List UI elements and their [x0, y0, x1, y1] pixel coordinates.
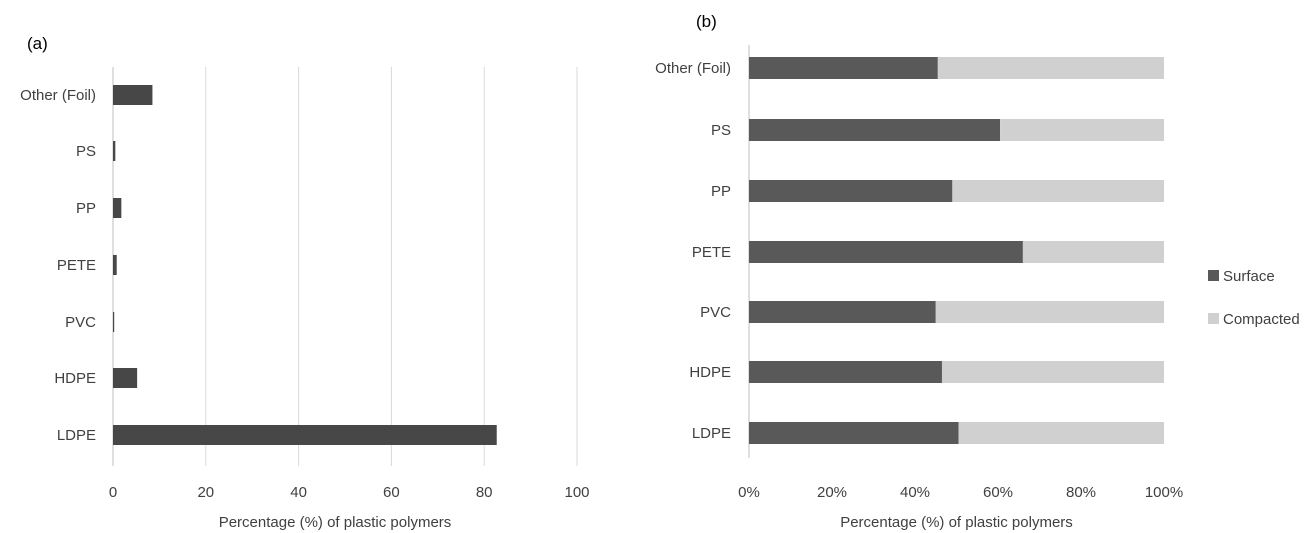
x-tick-b-1: 20%	[817, 484, 847, 501]
x-tick-a-2: 40	[290, 484, 307, 501]
x-tick-b-4: 80%	[1066, 484, 1096, 501]
bar-b-surface-5	[749, 361, 942, 383]
category-label-b-2: PP	[711, 183, 731, 200]
category-label-b-5: HDPE	[689, 364, 731, 381]
x-tick-a-3: 60	[383, 484, 400, 501]
bar-b-compacted-2	[952, 180, 1164, 202]
bar-b-surface-4	[749, 301, 936, 323]
x-tick-b-3: 60%	[983, 484, 1013, 501]
x-tick-a-1: 20	[197, 484, 214, 501]
category-label-b-0: Other (Foil)	[655, 60, 731, 77]
bar-a-3	[113, 255, 117, 275]
bar-a-2	[113, 198, 122, 218]
category-label-a-3: PETE	[57, 257, 96, 274]
bar-b-compacted-1	[1000, 119, 1164, 141]
x-tick-a-4: 80	[476, 484, 493, 501]
bar-b-surface-6	[749, 422, 959, 444]
x-tick-a-5: 100	[564, 484, 589, 501]
bar-b-compacted-0	[937, 57, 1164, 79]
category-label-b-6: LDPE	[692, 425, 731, 442]
x-axis-title-b: Percentage (%) of plastic polymers	[840, 514, 1073, 531]
bar-b-surface-3	[749, 241, 1023, 263]
category-label-a-5: HDPE	[54, 370, 96, 387]
legend-swatch-surface	[1208, 270, 1219, 281]
legend-label-surface: Surface	[1223, 268, 1275, 285]
bar-a-6	[113, 425, 497, 445]
bar-b-compacted-3	[1022, 241, 1164, 263]
x-tick-b-5: 100%	[1145, 484, 1183, 501]
panel-label-b: (b)	[696, 12, 717, 31]
category-label-b-3: PETE	[692, 244, 731, 261]
category-label-a-1: PS	[76, 143, 96, 160]
bar-b-compacted-4	[935, 301, 1164, 323]
category-label-a-4: PVC	[65, 314, 96, 331]
x-tick-b-0: 0%	[738, 484, 760, 501]
bar-a-5	[113, 368, 138, 388]
x-tick-b-2: 40%	[900, 484, 930, 501]
category-label-a-2: PP	[76, 200, 96, 217]
category-label-b-4: PVC	[700, 304, 731, 321]
category-label-a-0: Other (Foil)	[20, 87, 96, 104]
x-tick-a-0: 0	[109, 484, 117, 501]
panel-label-a: (a)	[27, 34, 48, 53]
category-label-b-1: PS	[711, 122, 731, 139]
legend-swatch-compacted	[1208, 313, 1219, 324]
legend-label-compacted: Compacted	[1223, 311, 1300, 328]
bar-a-4	[113, 312, 115, 332]
bar-a-1	[113, 141, 116, 161]
bar-b-compacted-5	[941, 361, 1164, 383]
bar-b-surface-1	[749, 119, 1001, 141]
x-axis-title-a: Percentage (%) of plastic polymers	[219, 514, 452, 531]
category-label-a-6: LDPE	[57, 427, 96, 444]
bar-b-surface-2	[749, 180, 953, 202]
bar-b-compacted-6	[958, 422, 1164, 444]
bar-b-surface-0	[749, 57, 938, 79]
bar-a-0	[113, 85, 153, 105]
